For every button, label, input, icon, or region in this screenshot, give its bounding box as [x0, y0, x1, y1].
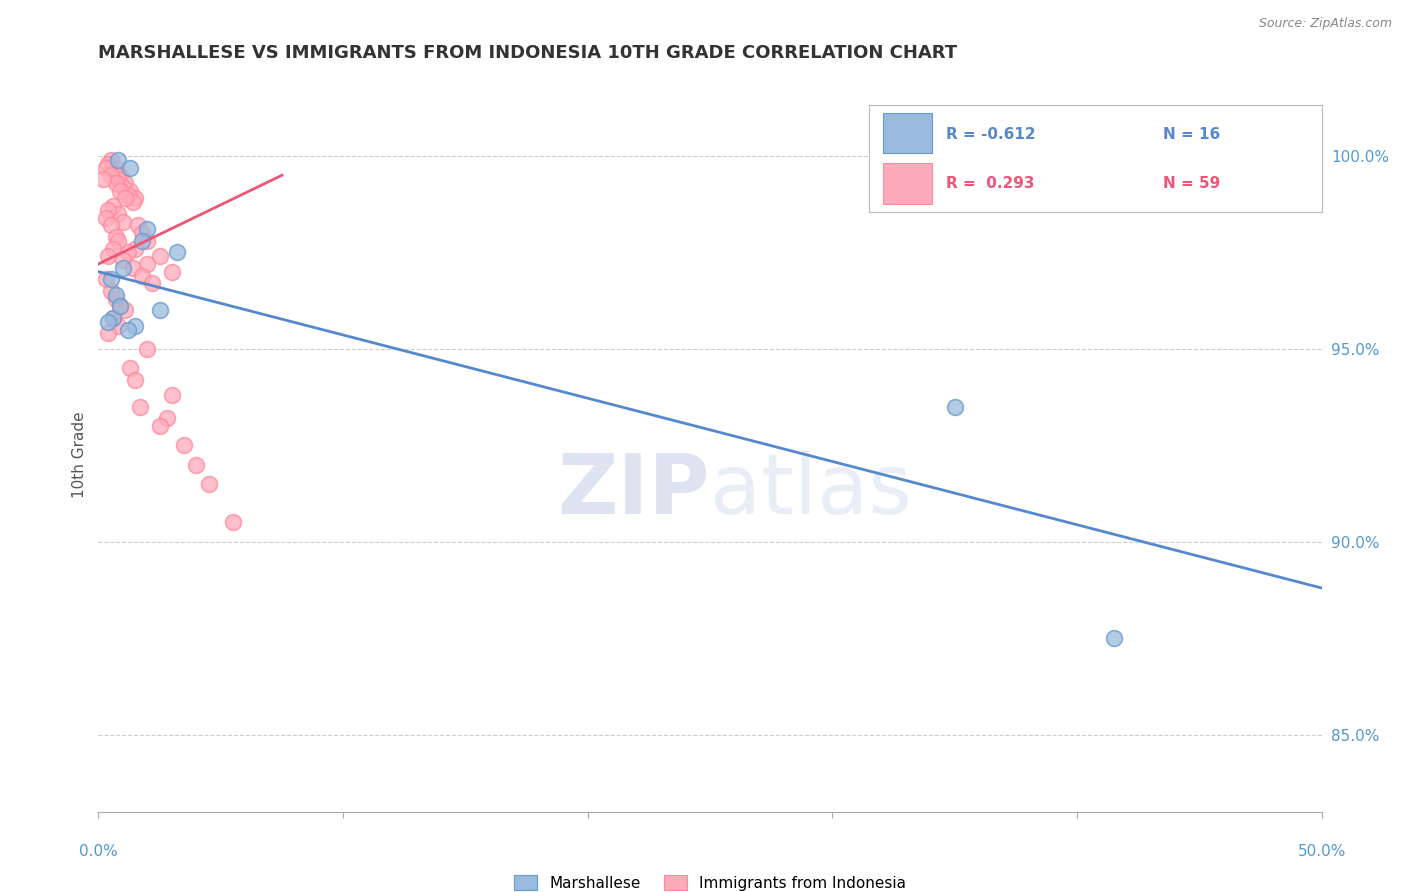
Point [197, 476, 219, 491]
Point [97, 315, 120, 329]
Point [120, 161, 142, 175]
Point [111, 179, 134, 194]
Point [101, 310, 124, 325]
Point [111, 260, 134, 275]
Point [104, 288, 127, 302]
Point [104, 161, 127, 175]
Point [149, 249, 172, 263]
Point [114, 303, 136, 318]
Text: MARSHALLESE VS IMMIGRANTS FROM INDONESIA 10TH GRADE CORRELATION CHART: MARSHALLESE VS IMMIGRANTS FROM INDONESIA… [98, 45, 957, 62]
Point [136, 222, 159, 236]
Point [117, 322, 139, 336]
Text: 0.0%: 0.0% [79, 845, 118, 859]
Point [100, 153, 122, 167]
Point [166, 245, 188, 260]
Point [114, 191, 136, 205]
Point [129, 400, 152, 414]
Point [104, 292, 127, 306]
Text: atlas: atlas [710, 450, 911, 531]
Point [94, 161, 117, 175]
Point [100, 272, 122, 286]
Point [100, 284, 122, 298]
Point [136, 234, 159, 248]
Point [160, 265, 183, 279]
Point [107, 234, 129, 248]
Point [121, 260, 143, 275]
Point [127, 219, 149, 233]
Point [107, 172, 129, 186]
Point [101, 310, 124, 325]
Point [100, 219, 122, 233]
Point [124, 191, 146, 205]
Point [101, 199, 124, 213]
Point [97, 326, 120, 341]
Point [149, 303, 172, 318]
Point [124, 318, 146, 333]
Point [131, 226, 153, 240]
Point [186, 458, 208, 472]
Point [124, 242, 146, 256]
Point [111, 253, 134, 268]
Text: Source: ZipAtlas.com: Source: ZipAtlas.com [1258, 17, 1392, 29]
Text: 50.0%: 50.0% [1298, 845, 1346, 859]
Point [120, 361, 142, 376]
Point [111, 214, 134, 228]
Point [117, 187, 139, 202]
Point [136, 342, 159, 356]
Point [124, 373, 146, 387]
Point [136, 257, 159, 271]
Y-axis label: 10th Grade: 10th Grade [72, 411, 87, 499]
Point [121, 195, 143, 210]
Point [131, 234, 153, 248]
Point [94, 211, 117, 225]
Point [131, 268, 153, 283]
Point [101, 242, 124, 256]
Legend: Marshallese, Immigrants from Indonesia: Marshallese, Immigrants from Indonesia [508, 869, 912, 892]
Point [173, 438, 195, 452]
Point [943, 400, 966, 414]
Point [110, 300, 132, 314]
Point [222, 516, 245, 530]
Text: ZIP: ZIP [558, 450, 710, 531]
Point [110, 168, 132, 182]
Point [91, 172, 114, 186]
Point [100, 168, 122, 182]
Point [149, 419, 172, 434]
Point [110, 184, 132, 198]
Point [110, 300, 132, 314]
Point [104, 230, 127, 244]
Point [156, 411, 179, 425]
Point [1102, 631, 1125, 645]
Point [107, 207, 129, 221]
Point [114, 176, 136, 190]
Point [104, 176, 127, 190]
Point [141, 277, 163, 291]
Point [94, 272, 117, 286]
Point [160, 388, 183, 402]
Point [101, 164, 124, 178]
Point [117, 245, 139, 260]
Point [107, 318, 129, 333]
Point [97, 202, 120, 217]
Point [120, 184, 142, 198]
Point [97, 157, 120, 171]
Point [97, 249, 120, 263]
Point [107, 153, 129, 167]
